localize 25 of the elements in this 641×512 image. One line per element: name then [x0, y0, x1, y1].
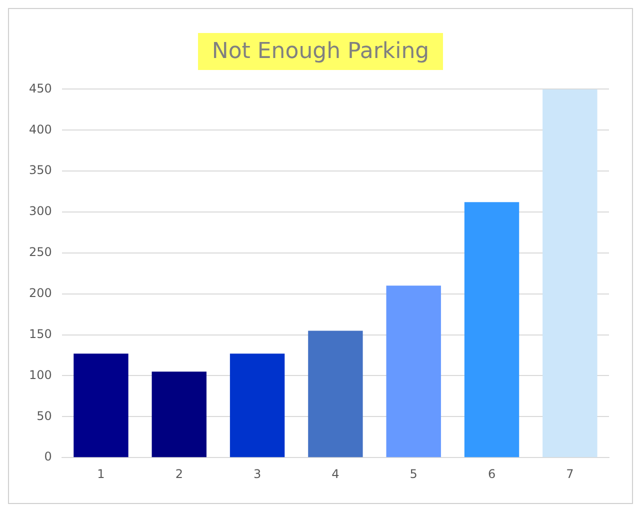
y-tick-label: 450	[29, 81, 52, 96]
bar	[230, 354, 285, 458]
bar	[464, 202, 520, 458]
x-tick-label: 2	[175, 466, 183, 481]
x-tick-label: 6	[488, 466, 496, 481]
bar	[386, 286, 441, 458]
bar	[542, 89, 598, 458]
chart-title: Not Enough Parking	[198, 33, 444, 70]
y-tick-label: 200	[29, 286, 52, 300]
y-tick-label: 100	[29, 368, 52, 382]
bar	[308, 330, 363, 458]
y-tick-label: 250	[29, 245, 52, 260]
bar	[152, 372, 206, 458]
x-tick-label: 5	[410, 466, 418, 481]
y-tick-label: 0	[44, 450, 52, 464]
bar	[74, 354, 128, 458]
x-tick-label: 3	[253, 466, 262, 481]
x-tick-label: 1	[97, 466, 105, 481]
x-tick-label: 7	[566, 466, 574, 481]
y-tick-label: 50	[36, 408, 52, 423]
x-tick-label: 4	[332, 466, 340, 481]
y-tick-label: 300	[29, 204, 52, 218]
y-tick-label: 350	[29, 163, 52, 178]
y-tick-label: 400	[29, 122, 52, 136]
y-tick-label: 150	[29, 326, 52, 341]
